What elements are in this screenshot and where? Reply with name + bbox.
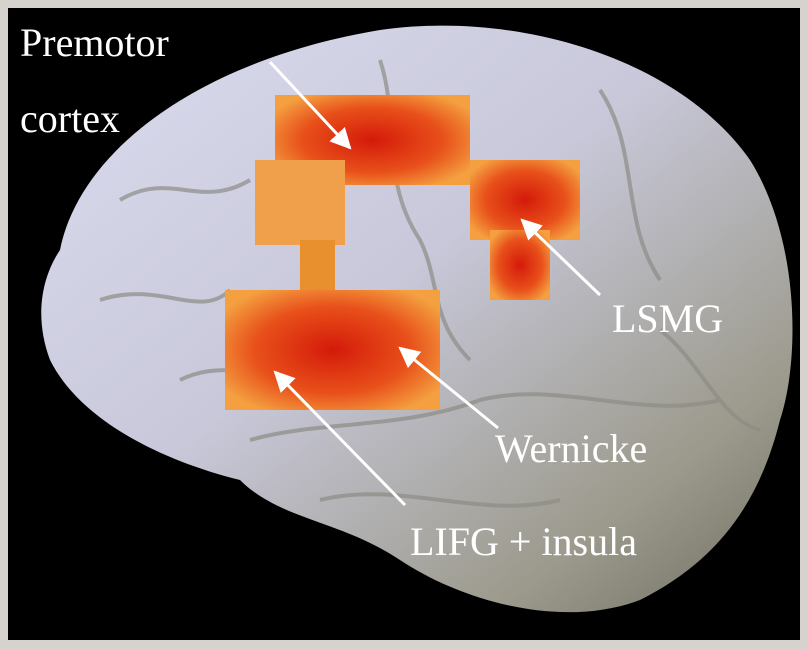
figure: Premotor cortex LSMG Wernicke LIFG + ins… — [0, 0, 808, 650]
label: Premotor — [20, 20, 169, 65]
label: Wernicke — [495, 426, 647, 471]
label: LIFG + insula — [410, 519, 637, 564]
label: LSMG — [612, 296, 723, 341]
label: cortex — [20, 96, 120, 141]
page: Premotor cortex LSMG Wernicke LIFG + ins… — [0, 0, 808, 650]
